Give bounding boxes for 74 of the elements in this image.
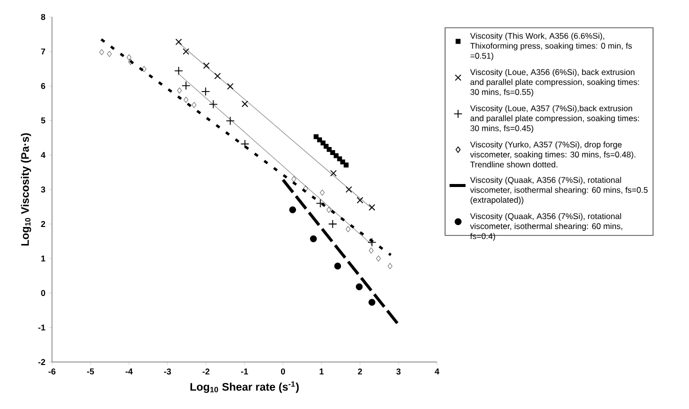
point (346, 226, 350, 232)
x-axis-title: Log$_{10}$ Shear rate (s$^{-1}$) (190, 381, 299, 393)
point (201, 87, 210, 96)
x-tick-label: 1 (320, 368, 324, 374)
x-tick-label: -6 (48, 368, 56, 374)
y-tick-label: -1 (38, 324, 46, 330)
x-tick-label: -3 (164, 368, 171, 375)
x-tick-label: 0 (280, 368, 286, 374)
point (326, 206, 332, 213)
y-tick-label: 4 (40, 152, 46, 158)
legend-label: Viscosity (Quaak, A356 (7%Si), rotational viscometer, isothermal shearing: 60 mins, fs=0.5 (extrapolated)) (470, 176, 648, 204)
point (356, 196, 364, 204)
point (388, 263, 392, 270)
point (344, 162, 349, 168)
point (240, 140, 250, 148)
point (184, 96, 188, 103)
x-tick-label: 4 (434, 368, 440, 374)
point (320, 190, 325, 196)
y-tick-label: 0 (41, 290, 46, 296)
x-tick-label: 2 (358, 368, 362, 374)
point (317, 137, 322, 142)
point (208, 100, 218, 109)
point (334, 153, 339, 158)
y-tick-label: 3 (40, 186, 46, 192)
point (226, 116, 235, 126)
point (174, 66, 184, 76)
point (316, 198, 325, 208)
y-tick-label: 5 (41, 118, 46, 124)
y-tick-label: 8 (41, 14, 46, 20)
legend-label: Viscosity (Loue, A357 (7%Si),back extrusion and parallel plate compression, soaking times: 30 mins, fs=0.45) (470, 105, 639, 133)
point (142, 66, 146, 72)
x-tick-label: 3 (396, 368, 401, 375)
x-tick-label: -2 (202, 368, 210, 374)
y-tick-label: 6 (41, 83, 46, 89)
y-tick-label: 7 (41, 48, 46, 54)
point (324, 144, 329, 149)
y-tick-label: 2 (41, 221, 46, 227)
point (330, 170, 337, 177)
x-tick-label: -1 (241, 368, 248, 374)
point (242, 100, 248, 108)
legend-label: Viscosity (This Work, A356 (6.6%Si), Thixoforming press, soaking times: 0 min, fs =0.51) (470, 32, 632, 60)
legend-label: Viscosity (Yurko, A357 (7%Si), drop forge viscometer, soaking times: 30 mins, fs=0.48). Trendline shown dotted. (470, 141, 636, 168)
point (368, 204, 376, 211)
point (310, 235, 317, 242)
y-tick-label: -2 (38, 359, 46, 365)
point (330, 150, 336, 156)
point (356, 283, 363, 290)
point (346, 186, 352, 193)
point (320, 140, 326, 146)
y-tick-label: 1 (41, 256, 46, 262)
x-tick-label: -4 (126, 368, 133, 374)
point (291, 176, 296, 182)
point (334, 262, 342, 270)
legend-label: Viscosity (Loue, A356 (6%Si), back extrusion and parallel plate compression, soaking times: 30 mins, fs=0.55) (470, 68, 639, 97)
point (376, 256, 381, 262)
point (328, 220, 338, 228)
point (107, 50, 112, 57)
point (126, 54, 132, 60)
point (192, 102, 196, 108)
point (226, 83, 234, 90)
point (175, 38, 182, 46)
point (303, 185, 308, 192)
point (214, 72, 221, 80)
x-tick-label: -5 (87, 368, 94, 374)
point (203, 62, 210, 69)
point (177, 87, 182, 94)
point (289, 206, 296, 214)
point (340, 159, 346, 164)
point (368, 298, 376, 306)
point (128, 58, 133, 65)
point (182, 48, 190, 55)
point (99, 49, 104, 56)
point (182, 81, 190, 90)
y-axis-title: Log$_{10}$ Viscosity (Pa·s) (20, 133, 32, 246)
